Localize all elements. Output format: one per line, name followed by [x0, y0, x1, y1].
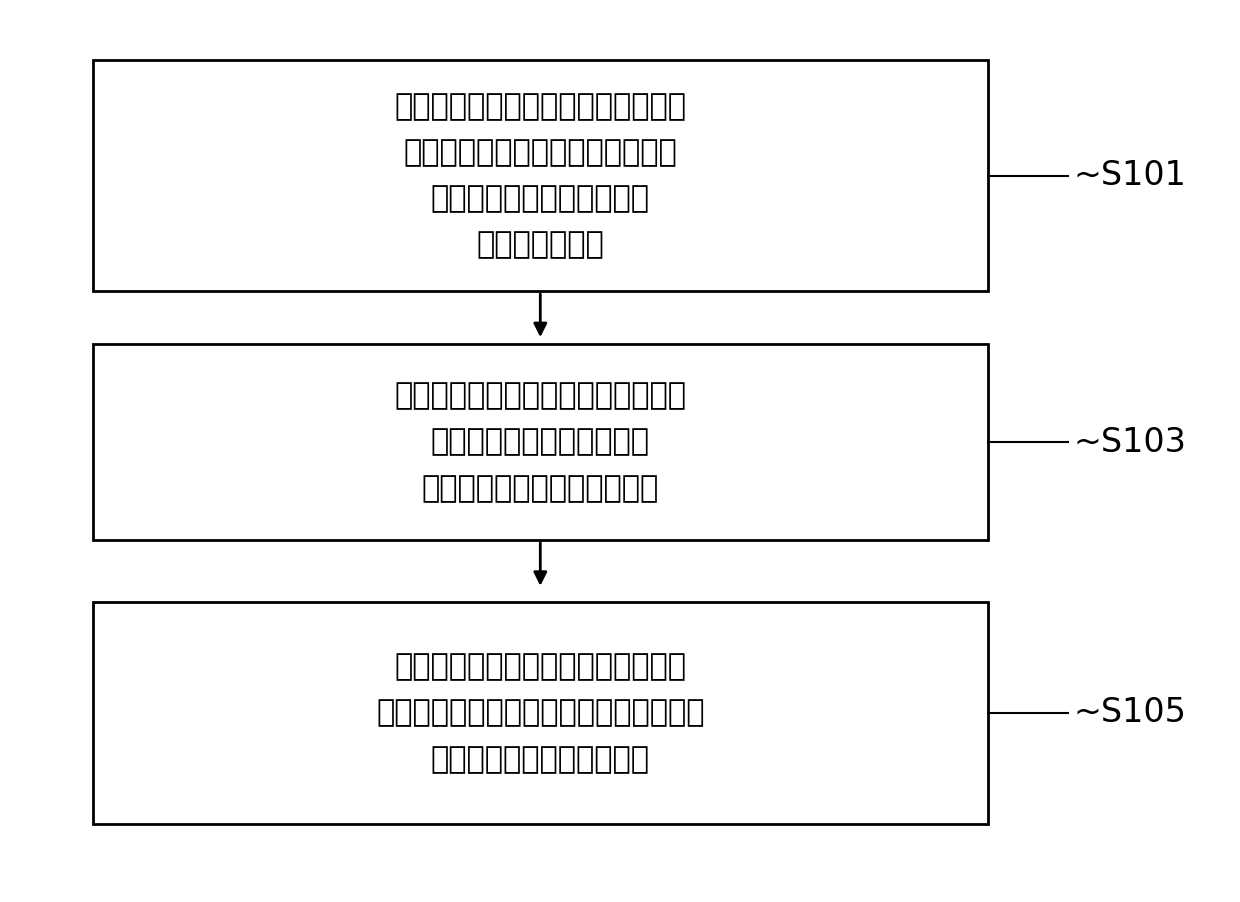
Text: ~S105: ~S105 — [1074, 696, 1187, 730]
Text: 导频信噪比结果: 导频信噪比结果 — [476, 230, 604, 260]
Text: 传输系统的系统信噪比结果: 传输系统的系统信噪比结果 — [430, 745, 650, 774]
Text: ~S101: ~S101 — [1074, 159, 1187, 192]
Text: ~S103: ~S103 — [1074, 426, 1187, 458]
Text: 以及数据信号个数，以藉此计算出对应于: 以及数据信号个数，以藉此计算出对应于 — [376, 698, 704, 728]
Text: 至少一当前符码的多个导频信号，: 至少一当前符码的多个导频信号， — [403, 138, 677, 167]
Text: 获得关联于这些导频信号的幅度增益: 获得关联于这些导频信号的幅度增益 — [394, 382, 686, 410]
Bar — [93, 345, 988, 539]
Text: 接收一帧序列，并且基于帧序列中的: 接收一帧序列，并且基于帧序列中的 — [394, 92, 686, 121]
Bar — [93, 602, 988, 824]
Text: 导频信号个数与数据信号个数: 导频信号个数与数据信号个数 — [422, 474, 658, 502]
Bar — [93, 60, 988, 291]
Text: 系数，以及关联于帧序列的: 系数，以及关联于帧序列的 — [430, 428, 650, 456]
Text: 基于导频信噪比结果、导频信号个数: 基于导频信噪比结果、导频信号个数 — [394, 652, 686, 681]
Text: 来估测出对应于当前符码的: 来估测出对应于当前符码的 — [430, 184, 650, 213]
